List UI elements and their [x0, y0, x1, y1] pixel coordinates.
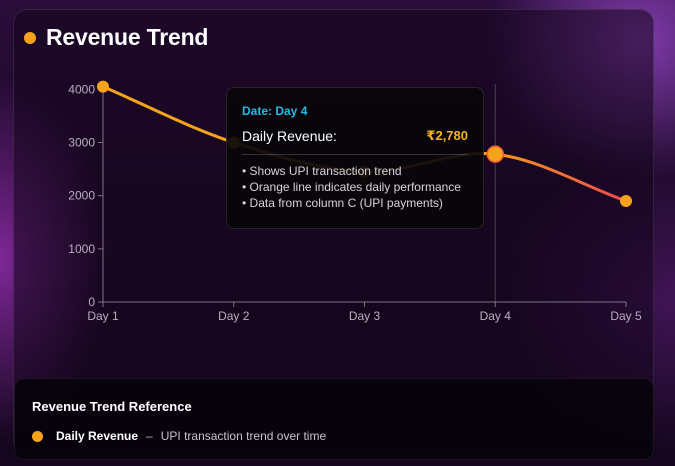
x-tick-label: Day 4: [480, 309, 512, 323]
x-tick-label: Day 5: [610, 309, 642, 323]
x-tick-label: Day 1: [87, 309, 119, 323]
chart-header: Revenue Trend: [24, 24, 208, 51]
chart-tooltip: Date: Day 4 Daily Revenue: ₹2,780 • Show…: [226, 87, 484, 229]
y-tick-label: 2000: [68, 189, 95, 203]
data-point[interactable]: [97, 80, 109, 93]
tooltip-metric-row: Daily Revenue: ₹2,780: [242, 128, 468, 155]
reference-series-name: Daily Revenue: [56, 429, 139, 443]
tooltip-date: Date: Day 4: [242, 104, 308, 118]
x-tick-label: Day 3: [349, 309, 381, 323]
tooltip-note: • Orange line indicates daily performanc…: [242, 180, 461, 194]
x-tick-label: Day 2: [218, 309, 250, 323]
y-tick-label: 3000: [68, 135, 95, 149]
data-point[interactable]: [620, 194, 632, 207]
reference-title: Revenue Trend Reference: [32, 399, 192, 414]
reference-legend-item: Daily Revenue – UPI transaction trend ov…: [32, 429, 326, 443]
y-tick-label: 0: [88, 295, 95, 309]
tooltip-notes: • Shows UPI transaction trend • Orange l…: [242, 163, 468, 211]
tooltip-note: • Data from column C (UPI payments): [242, 196, 443, 210]
y-tick-label: 1000: [68, 242, 95, 256]
tooltip-metric-value: ₹2,780: [426, 128, 468, 143]
tooltip-metric-label: Daily Revenue:: [242, 128, 337, 144]
tooltip-note: • Shows UPI transaction trend: [242, 164, 402, 178]
series-dot-icon: [32, 430, 43, 442]
title-bullet-icon: [24, 31, 36, 44]
reference-separator: –: [146, 429, 153, 443]
y-tick-label: 4000: [68, 82, 95, 96]
reference-panel: Revenue Trend Reference Daily Revenue – …: [14, 378, 654, 460]
chart-title: Revenue Trend: [46, 24, 209, 50]
data-point-active[interactable]: [486, 145, 504, 163]
reference-series-description: UPI transaction trend over time: [160, 429, 327, 443]
